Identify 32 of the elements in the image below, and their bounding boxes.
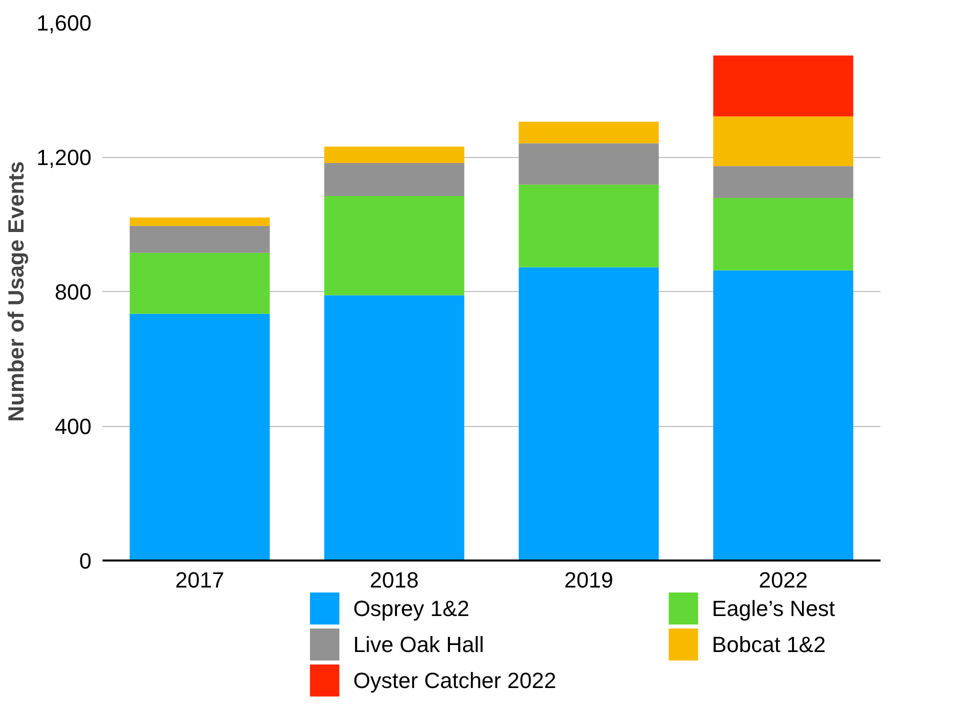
y-tick-label: 400 bbox=[54, 414, 92, 439]
x-tick-label: 2019 bbox=[564, 568, 614, 592]
legend-label: Osprey 1&2 bbox=[353, 596, 470, 621]
bar bbox=[130, 226, 270, 253]
y-tick-label: 1,200 bbox=[36, 145, 92, 170]
y-tick-label: 0 bbox=[79, 548, 92, 574]
bar bbox=[713, 198, 854, 270]
bar bbox=[518, 184, 659, 268]
bar bbox=[130, 218, 270, 226]
bar bbox=[130, 252, 270, 314]
legend-label: Oyster Catcher 2022 bbox=[353, 668, 556, 693]
x-tick-label: 2018 bbox=[370, 568, 419, 592]
bar bbox=[324, 163, 464, 196]
bar bbox=[324, 196, 464, 296]
bar bbox=[130, 314, 270, 560]
y-tick-label: 800 bbox=[54, 280, 92, 304]
y-axis-title: Number of Usage Events bbox=[3, 161, 28, 422]
legend-label: Eagle’s Nest bbox=[712, 596, 836, 621]
bar bbox=[518, 267, 659, 560]
legend-label: Bobcat 1&2 bbox=[712, 632, 826, 657]
bar bbox=[324, 146, 464, 164]
bar bbox=[518, 122, 659, 144]
legend-label: Live Oak Hall bbox=[353, 632, 484, 657]
y-tick-label: 1,600 bbox=[36, 10, 92, 36]
bar bbox=[518, 143, 659, 185]
x-tick-label: 2022 bbox=[758, 568, 808, 592]
bar bbox=[324, 295, 464, 560]
x-tick-label: 2017 bbox=[175, 568, 224, 592]
bar bbox=[713, 55, 854, 116]
bar bbox=[713, 116, 854, 166]
bar bbox=[713, 270, 854, 560]
bar bbox=[713, 166, 854, 198]
